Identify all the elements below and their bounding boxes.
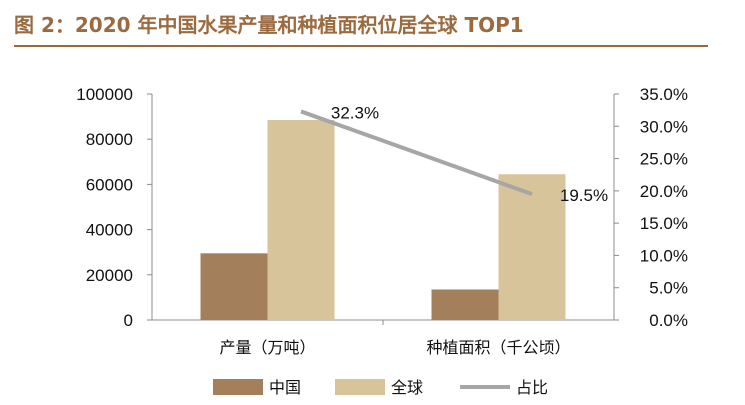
ratio-data-label: 32.3% [331,103,379,122]
left-tick-label: 60000 [86,175,133,194]
bar-world [498,174,566,320]
category-label: 种植面积（千公顷） [426,338,570,357]
category-label: 产量（万吨） [219,338,315,357]
left-tick-label: 80000 [86,130,133,149]
ratio-line-group [300,109,533,196]
left-tick-label: 100000 [76,85,133,104]
right-tick-label: 20.0% [640,182,688,201]
right-tick-label: 15.0% [640,214,688,233]
left-tick-label: 0 [124,311,133,330]
left-tick-label: 20000 [86,266,133,285]
legend-label: 占比 [516,378,548,397]
right-tick-label: 5.0% [649,279,688,298]
figure-title: 图 2：2020 年中国水果产量和种植面积位居全球 TOP1 [14,13,524,37]
bar-china [431,289,499,320]
ratio-data-label: 19.5% [560,186,608,205]
ratio-line [300,109,533,196]
bar-group [200,119,566,321]
legend: 中国 全球 占比 [213,378,548,397]
right-tick-label: 25.0% [640,150,688,169]
left-tick-label: 40000 [86,221,133,240]
legend-swatch-world [335,379,385,395]
right-tick-label: 0.0% [649,311,688,330]
legend-label: 全球 [391,378,423,397]
right-tick-label: 35.0% [640,85,688,104]
chart-axes: 0 20000 40000 60000 80000 100000 0.0% 5.0% 10.0%… [76,85,688,357]
right-tick-label: 10.0% [640,246,688,265]
bar-china [200,253,268,320]
legend-swatch-china [213,379,263,395]
right-tick-label: 30.0% [640,117,688,136]
bar-world [267,119,335,321]
title-rule [14,45,708,47]
data-labels: 32.3% 19.5% [331,103,608,205]
legend-label: 中国 [269,378,301,397]
